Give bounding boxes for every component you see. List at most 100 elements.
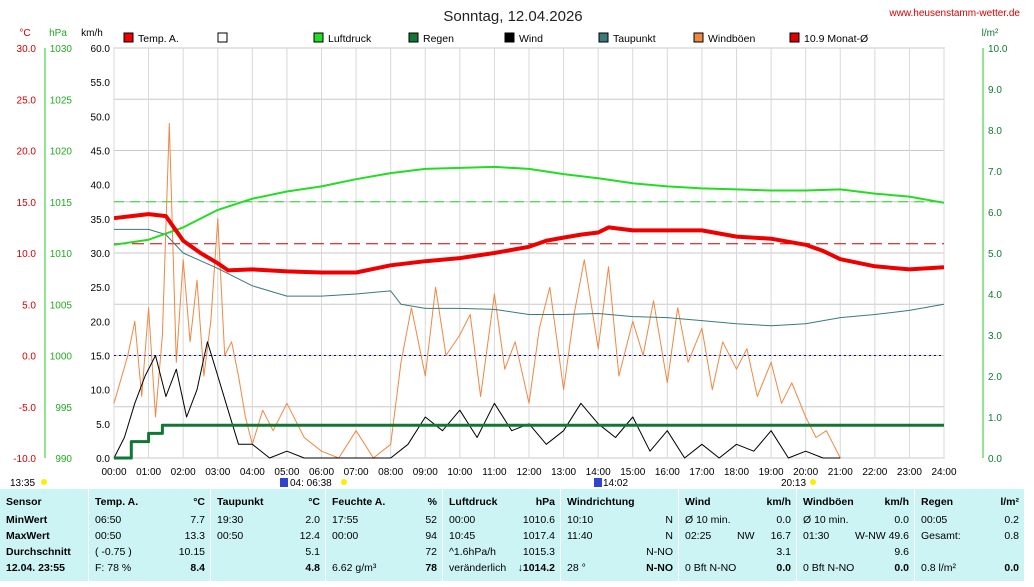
- stats-cell: 72: [425, 546, 437, 558]
- weather-chart: Sonntag, 12.04.2026 www.heusenstamm-wett…: [10, 8, 1020, 489]
- legend-label: 10.9 Monat-Ø: [804, 33, 868, 45]
- temp-tick-label: 0.0: [22, 352, 36, 363]
- time-tick-label: 12:00: [516, 467, 541, 478]
- stats-row: 3.1: [685, 546, 791, 561]
- stats-cell: 00:50: [217, 530, 244, 542]
- legend-label: Luftdruck: [328, 33, 372, 45]
- time-tick-label: 16:00: [655, 467, 680, 478]
- rain-tick-label: 0.0: [988, 454, 1002, 465]
- stats-cell: 12.04. 23:55: [6, 562, 65, 574]
- stats-unit: km/h: [884, 496, 909, 508]
- series-line-windb-en: [113, 122, 841, 459]
- rain-tick-label: 10.0: [988, 44, 1008, 55]
- stats-cell: 02:25: [685, 530, 712, 542]
- stats-row: 12.04. 23:55: [6, 562, 82, 577]
- wind-tick-label: 30.0: [91, 249, 111, 260]
- wind-tick-label: 5.0: [96, 420, 110, 431]
- stats-cell: ( -0.75 ): [95, 546, 132, 558]
- sun-dot-icon: [41, 479, 47, 485]
- stats-cell: veränderlich: [449, 562, 507, 574]
- stats-row: MaxWert: [6, 530, 82, 545]
- stats-row: 17:55 52: [332, 514, 437, 529]
- series-line-regen: [114, 423, 944, 460]
- stats-cell: 0.0: [894, 562, 909, 574]
- legend-swatch: [123, 32, 134, 43]
- rain-tick-label: 6.0: [988, 208, 1002, 219]
- legend-label: Taupunkt: [613, 33, 656, 45]
- time-tick-label: 08:00: [378, 467, 403, 478]
- stats-row: 5.1: [217, 546, 320, 561]
- stats-cell: Gesamt:: [921, 530, 961, 542]
- stats-header: Luftdruck hPa: [449, 496, 555, 508]
- temp-tick-label: 20.0: [17, 147, 37, 158]
- series-layer: [113, 122, 945, 460]
- stats-row: Durchschnitt: [6, 546, 82, 561]
- stats-cell: 00:05: [921, 514, 948, 526]
- legend-label: Wind: [519, 33, 543, 45]
- stats-row: 11:40 N: [567, 530, 673, 545]
- wind-tick-label: 45.0: [91, 147, 111, 158]
- time-tick-label: 21:00: [828, 467, 853, 478]
- stats-column-winddir: Windrichtung 10:10 N 11:40 N N-NO 28 ° N-NO: [560, 489, 679, 581]
- stats-header-label: Windböen: [803, 496, 854, 508]
- sun-dot-icon: [341, 479, 347, 485]
- stats-column-humidity: Feuchte A.% 17:55 52 00:00 94 72 6.62 g/m³ 78: [325, 489, 443, 581]
- stats-row: MinWert: [6, 514, 82, 529]
- rain-unit-label: l/m²: [982, 28, 999, 39]
- stats-row: Ø 10 min. 0.0: [685, 514, 791, 529]
- rain-tick-label: 9.0: [988, 85, 1002, 96]
- time-tick-label: 09:00: [413, 467, 438, 478]
- stats-cell: 16.7: [770, 530, 791, 542]
- time-tick-label: 20:00: [793, 467, 818, 478]
- stats-row: N-NO: [567, 546, 673, 561]
- site-url-link[interactable]: www.heusenstamm-wetter.de: [888, 8, 1020, 19]
- statistics-panel: Sensor MinWert MaxWert Durchschnitt 12.04. 2…: [0, 489, 1024, 581]
- stats-cell: 94: [425, 530, 437, 542]
- rain-tick-label: 3.0: [988, 331, 1002, 342]
- stats-cell: 10:45: [449, 530, 476, 542]
- stats-header: Taupunkt °C: [217, 496, 320, 508]
- stats-cell: 0 Bft N-NO: [803, 562, 855, 574]
- wind-tick-label: 40.0: [91, 181, 111, 192]
- stats-cell: N-NO: [646, 562, 673, 574]
- wind-tick-label: 50.0: [91, 112, 111, 123]
- legend: Temp. A. Luftdruck Regen Wind Taupunkt Windbö…: [123, 32, 868, 45]
- stats-cell: 19:30: [217, 514, 244, 526]
- stats-row: ^1.6hPa/h 1015.3: [449, 546, 555, 561]
- time-tick-label: 06:00: [309, 467, 334, 478]
- stats-row: 01:30 W-NW 49.6: [803, 530, 909, 545]
- stats-cell: ^1.6hPa/h: [449, 546, 496, 558]
- stats-row: 10:45 1017.4: [449, 530, 555, 545]
- stats-column-dewpoint: Taupunkt °C 19:30 2.0 00:50 12.4 5.1 4.8: [210, 489, 326, 581]
- time-tick-label: 00:00: [101, 467, 126, 478]
- temp-tick-label: 15.0: [17, 198, 37, 209]
- stats-row: 0 Bft N-NO 0.0: [803, 562, 909, 577]
- stats-cell: 11:40: [567, 530, 593, 542]
- pressure-tick-label: 1030: [50, 44, 73, 55]
- stats-cell: 4.8: [305, 562, 320, 574]
- stats-cell: 2.0: [305, 514, 320, 526]
- rain-tick-label: 5.0: [988, 249, 1002, 260]
- stats-header-label: Feuchte A.: [332, 496, 386, 508]
- stats-header: Windböen km/h: [803, 496, 909, 508]
- stats-cell: 01:30: [803, 530, 830, 542]
- rain-tick-label: 2.0: [988, 372, 1002, 383]
- legend-label: Temp. A.: [138, 33, 179, 45]
- wind-tick-label: 55.0: [91, 78, 111, 89]
- wind-tick-label: 35.0: [91, 215, 111, 226]
- stats-column-gusts: Windböen km/h Ø 10 min. 0.0 01:30 W-NW 49.6 9.6…: [796, 489, 915, 581]
- stats-row: 72: [332, 546, 437, 561]
- time-tick-label: 13:00: [551, 467, 576, 478]
- stats-column-rain: Regen l/m² 00:05 0.2 Gesamt: 0.8 0.8 l/m² 0.0: [914, 489, 1025, 581]
- stats-column-temp: Temp. A. °C 06:50 7.7 00:50 13.3 ( -0.75 ) 10.1…: [88, 489, 211, 581]
- stats-cell: N: [665, 530, 673, 542]
- stats-cell: 7.7: [190, 514, 205, 526]
- stats-cell: 3.1: [776, 546, 791, 558]
- stats-row: 6.62 g/m³ 78: [332, 562, 437, 577]
- stats-row: 00:05 0.2: [921, 514, 1019, 529]
- stats-row: ( -0.75 ) 10.15: [95, 546, 205, 561]
- stats-cell: 78: [425, 562, 437, 574]
- temp-tick-label: 5.0: [22, 300, 36, 311]
- time-tick-label: 14:00: [586, 467, 611, 478]
- time-tick-label: 07:00: [344, 467, 369, 478]
